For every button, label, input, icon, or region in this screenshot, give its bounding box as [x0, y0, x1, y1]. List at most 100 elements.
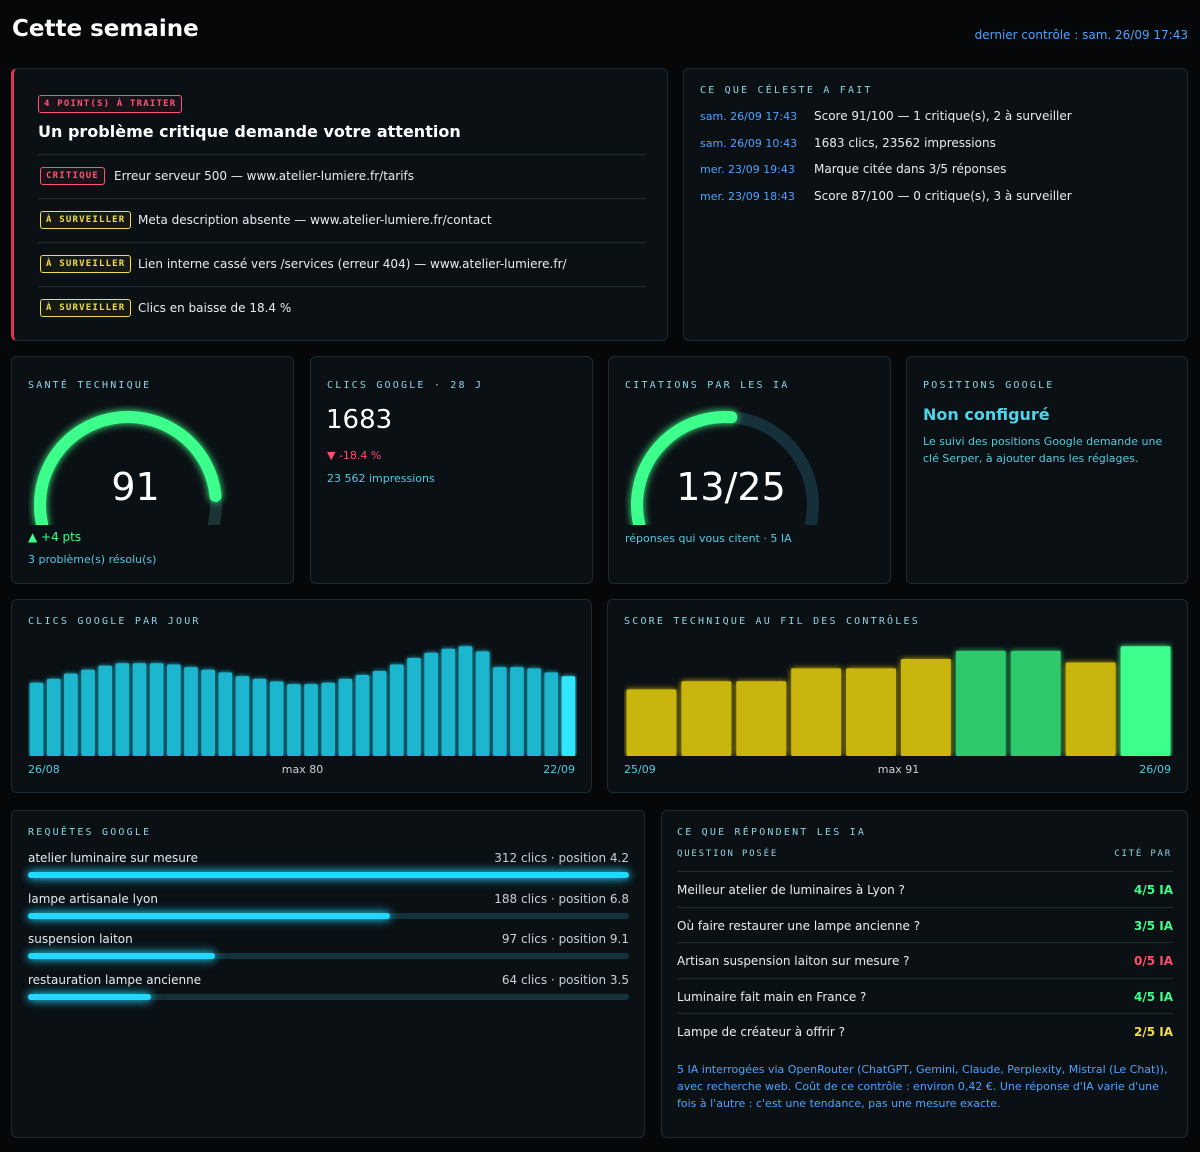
- chart-bar: [98, 665, 113, 756]
- citations-label: CITATIONS PAR LES IA: [625, 380, 790, 391]
- clicks-chart-max: max 80: [281, 763, 324, 776]
- chart-bar: [407, 657, 421, 756]
- alert-row[interactable]: À SURVEILLER Lien interne cassé vers /ser…: [38, 242, 646, 286]
- chart-bar: [527, 668, 541, 756]
- ai-answer-row[interactable]: Lampe de créateur à offrir ? 2/5 IA: [677, 1013, 1173, 1048]
- ai-question: Où faire restaurer une lampe ancienne ?: [677, 918, 921, 933]
- score-chart-title: SCORE TECHNIQUE AU FIL DES CONTRÔLES: [624, 616, 920, 627]
- query-row[interactable]: suspension laiton 97 clics · position 9.1: [28, 932, 629, 972]
- query-row[interactable]: restauration lampe ancienne 64 clics · po…: [28, 973, 629, 1013]
- alert-text: Meta description absente — www.atelier-l…: [138, 213, 492, 227]
- query-bar-fill: [28, 953, 215, 959]
- ai-answer-row[interactable]: Artisan suspension laiton sur mesure ? 0/…: [677, 942, 1173, 977]
- ai-answer-row[interactable]: Où faire restaurer une lampe ancienne ? 3…: [677, 906, 1173, 942]
- health-card: SANTÉ TECHNIQUE 91 ▲ +4 pts 3 problème(s…: [11, 356, 294, 584]
- health-resolved: 3 problème(s) résolu(s): [28, 553, 157, 566]
- citations-value: 13/25: [676, 465, 786, 509]
- query-bar-track: [28, 872, 629, 878]
- alert-text: Lien interne cassé vers /services (erreu…: [138, 257, 567, 271]
- activity-text: Score 87/100 — 0 critique(s), 3 à survei…: [814, 188, 1072, 203]
- query-bar-track: [28, 993, 629, 1000]
- alerts-headline: Un problème critique demande votre atten…: [38, 122, 461, 141]
- alert-row[interactable]: À SURVEILLER Meta description absente — w…: [38, 198, 646, 242]
- chart-bar: [287, 684, 301, 756]
- ai-cited-value: 4/5 IA: [1133, 989, 1173, 1004]
- clicks-chart-svg: [29, 646, 576, 756]
- query-stat: 64 clics · position 3.5: [501, 972, 629, 987]
- chart-bar: [269, 681, 284, 756]
- ai-question: Artisan suspension laiton sur mesure ?: [677, 954, 910, 968]
- chart-bar: [29, 682, 44, 756]
- chart-bar: [235, 676, 250, 756]
- query-row[interactable]: atelier luminaire sur mesure 312 clics · …: [28, 851, 629, 891]
- query-name: restauration lampe ancienne: [28, 972, 202, 987]
- citations-gauge-arc: [631, 411, 738, 525]
- chart-bar: [390, 664, 404, 756]
- health-gauge-arc: [34, 411, 222, 525]
- clicks-impressions: 23 562 impressions: [327, 472, 435, 485]
- clicks-card: CLICS GOOGLE · 28 J 1683 ▼ -18.4 % 23 56…: [310, 356, 593, 584]
- score-chart-x-end: 26/09: [1139, 763, 1171, 776]
- chart-bar: [115, 663, 130, 756]
- chart-bar: [149, 663, 164, 756]
- chart-bar: [1065, 662, 1116, 756]
- activity-date: mer. 23/09 18:43: [700, 189, 795, 203]
- queries-card: REQUÊTES GOOGLE atelier luminaire sur me…: [11, 810, 645, 1138]
- chart-bar: [252, 678, 267, 756]
- positions-status: Non configuré: [923, 405, 1050, 424]
- chart-bar: [338, 678, 353, 756]
- chart-bar: [492, 667, 507, 756]
- query-stat: 188 clics · position 6.8: [494, 891, 629, 906]
- alert-level-badge: À SURVEILLER: [40, 211, 132, 229]
- alerts-count-badge: 4 POINT(S) À TRAITER: [38, 95, 183, 113]
- activity-card: CE QUE CÉLESTE A FAIT sam. 26/09 17:43 Sc…: [683, 68, 1188, 341]
- chart-bar: [355, 674, 370, 756]
- alert-level-badge: À SURVEILLER: [40, 255, 132, 273]
- clicks-chart-x-end: 22/09: [543, 763, 575, 776]
- query-stat: 312 clics · position 4.2: [494, 851, 629, 865]
- chart-bar: [81, 669, 95, 756]
- alert-level-badge: CRITIQUE: [40, 167, 105, 185]
- score-chart-x-start: 25/09: [624, 763, 656, 776]
- alert-level-badge: À SURVEILLER: [40, 299, 132, 317]
- chart-bar: [218, 672, 233, 756]
- ai-col-question: QUESTION POSÉE: [677, 849, 779, 859]
- chart-bar: [846, 668, 896, 756]
- activity-date: mer. 23/09 19:43: [700, 163, 795, 176]
- clicks-chart-title: CLICS GOOGLE PAR JOUR: [28, 616, 201, 627]
- alert-row[interactable]: À SURVEILLER Clics en baisse de 18.4 %: [38, 286, 646, 330]
- ai-answer-row[interactable]: Meilleur atelier de luminaires à Lyon ? 4…: [677, 871, 1173, 906]
- chart-bar: [510, 667, 524, 756]
- chart-bar: [1120, 646, 1171, 756]
- chart-bar: [321, 682, 336, 756]
- query-bar-track: [28, 912, 629, 919]
- chart-bar: [1010, 650, 1061, 756]
- ai-answer-row[interactable]: Luminaire fait main en France ? 4/5 IA: [677, 977, 1173, 1013]
- query-bar-fill: [28, 912, 391, 919]
- clicks-chart-x-start: 26/08: [28, 763, 60, 776]
- chart-bar: [441, 648, 456, 756]
- chart-bar: [901, 659, 951, 756]
- chart-bar: [132, 663, 147, 756]
- query-bar-fill: [28, 993, 152, 1000]
- ai-cited-value: 3/5 IA: [1133, 918, 1173, 933]
- query-name: suspension laiton: [28, 932, 133, 946]
- ai-question: Meilleur atelier de luminaires à Lyon ?: [677, 883, 905, 897]
- health-gauge: [34, 411, 222, 525]
- ai-cited-value: 0/5 IA: [1133, 954, 1173, 968]
- citations-gauge: [631, 411, 819, 525]
- query-bar-fill: [28, 872, 629, 878]
- score-chart-svg: [626, 646, 1171, 756]
- health-delta: ▲ +4 pts: [28, 530, 82, 544]
- query-name: atelier luminaire sur mesure: [28, 851, 198, 865]
- ai-cited-value: 2/5 IA: [1133, 1025, 1173, 1039]
- chart-bar: [544, 672, 559, 756]
- query-row[interactable]: lampe artisanale lyon 188 clics · positio…: [28, 892, 629, 932]
- clicks-value: 1683: [326, 405, 393, 435]
- queries-label: REQUÊTES GOOGLE: [28, 827, 152, 838]
- alert-row[interactable]: CRITIQUE Erreur serveur 500 — www.atelier…: [38, 154, 646, 198]
- chart-bar: [955, 650, 1006, 756]
- chart-bar: [458, 646, 473, 756]
- chart-bar: [475, 651, 490, 756]
- last-check-timestamp: dernier contrôle : sam. 26/09 17:43: [974, 28, 1188, 42]
